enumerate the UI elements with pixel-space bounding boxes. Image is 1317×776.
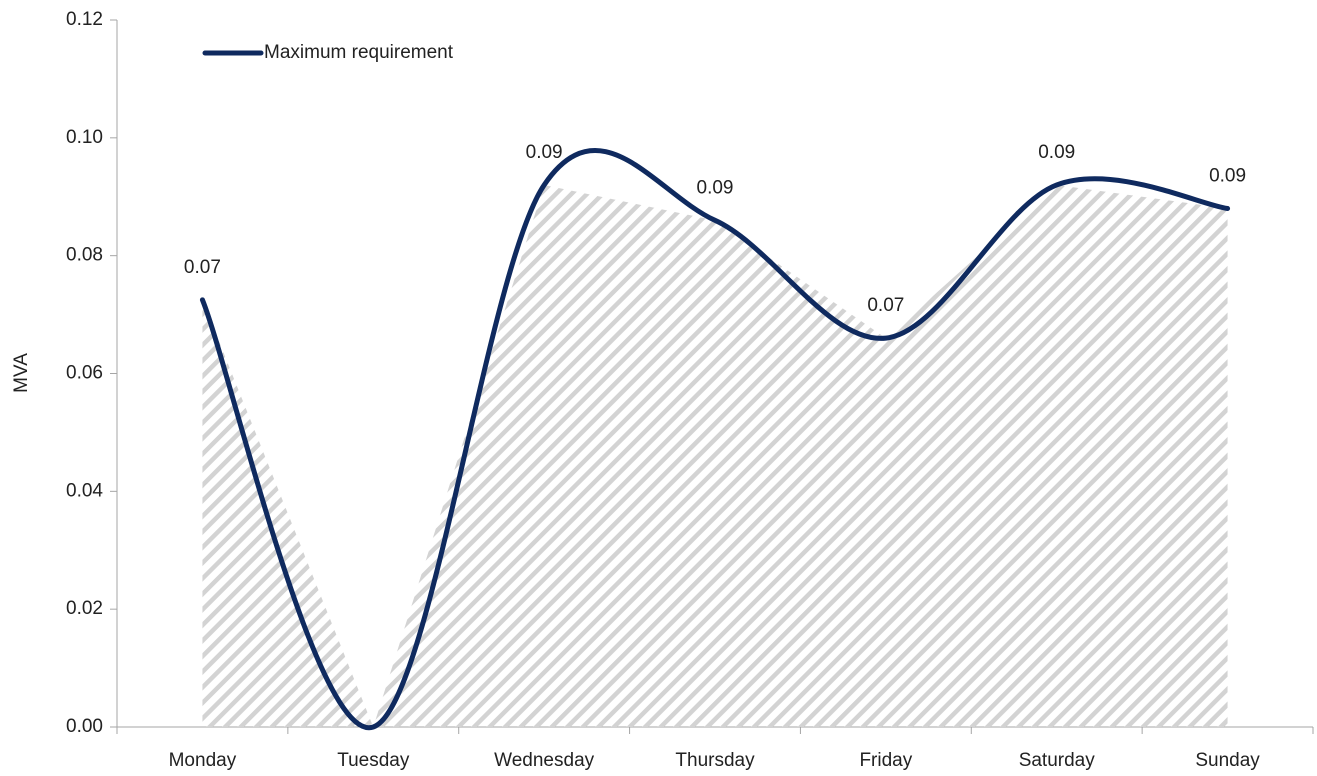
data-label: 0.07 bbox=[184, 257, 221, 278]
y-tick-label: 0.12 bbox=[66, 9, 103, 30]
x-tick-label: Thursday bbox=[675, 750, 755, 771]
line bbox=[199, 148, 1231, 730]
x-tick-label: Monday bbox=[169, 750, 237, 771]
area bbox=[202, 184, 1228, 727]
y-tick-label: 0.04 bbox=[66, 480, 103, 501]
y-axis-label: MVA bbox=[11, 353, 32, 393]
data-label: 0.09 bbox=[1209, 166, 1246, 187]
data-label: 0.07 bbox=[867, 295, 904, 316]
x-tick-label: Friday bbox=[859, 750, 912, 771]
data-label: 0.09 bbox=[526, 142, 563, 163]
y-tick-label: 0.08 bbox=[66, 245, 103, 266]
x-tick-label: Tuesday bbox=[337, 750, 410, 771]
x-tick-label: Saturday bbox=[1019, 750, 1096, 771]
y-tick-label: 0.02 bbox=[66, 598, 103, 619]
x-tick-label: Sunday bbox=[1195, 750, 1260, 771]
data-label: 0.09 bbox=[1038, 142, 1075, 163]
legend-label: Maximum requirement bbox=[264, 42, 454, 63]
y-tick-label: 0.00 bbox=[66, 716, 103, 737]
y-tick-label: 0.06 bbox=[66, 363, 103, 384]
data-label: 0.09 bbox=[697, 177, 734, 198]
y-tick-label: 0.10 bbox=[66, 127, 103, 148]
x-tick-label: Wednesday bbox=[494, 750, 594, 771]
